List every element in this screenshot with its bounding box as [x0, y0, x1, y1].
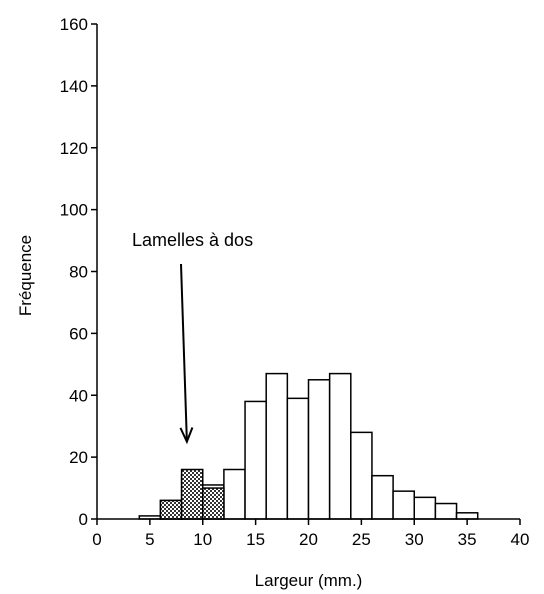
hatched-bars [159, 468, 225, 520]
x-axis-label: Largeur (mm.) [255, 571, 363, 590]
y-tick-label-60: 60 [69, 324, 88, 343]
y-tick-label-20: 20 [69, 448, 88, 467]
bar-27 [371, 474, 394, 520]
bar-21 [307, 379, 331, 520]
hatched-bar-7 [159, 499, 183, 520]
hatched-bar-9 [180, 468, 204, 520]
bar-15 [244, 400, 267, 520]
bar-33 [434, 502, 458, 520]
y-axis-label: Fréquence [16, 235, 35, 316]
x-tick-label-5: 5 [145, 530, 154, 549]
x-tick-label-15: 15 [246, 530, 265, 549]
y-tick-label-140: 140 [60, 77, 88, 96]
bar-31 [413, 496, 437, 520]
x-tick-label-25: 25 [352, 530, 371, 549]
y-tick-label-120: 120 [60, 139, 88, 158]
x-tick-label-20: 20 [299, 530, 318, 549]
x-tick-label-35: 35 [458, 530, 477, 549]
y-tick-label-100: 100 [60, 201, 88, 220]
x-tick-label-10: 10 [193, 530, 212, 549]
hatched-bar-11 [202, 487, 225, 520]
bar-23 [328, 372, 352, 520]
x-tick-label-40: 40 [511, 530, 530, 549]
bar-29 [392, 490, 416, 520]
annotations: Lamelles à dos [132, 230, 253, 445]
y-tick-label-40: 40 [69, 386, 88, 405]
ticks: 0 20 40 60 80 100 120 140 160 0 5 10 15 20 25 30 35 40 [60, 15, 530, 549]
annotation-arrow-head [179, 427, 194, 445]
x-tick-label-30: 30 [405, 530, 424, 549]
bar-17 [265, 372, 289, 520]
x-tick-label-0: 0 [92, 530, 101, 549]
bar-35 [455, 512, 479, 520]
y-tick-label-80: 80 [69, 263, 88, 282]
annotation-label: Lamelles à dos [132, 230, 253, 250]
bar-19 [286, 397, 310, 520]
y-tick-label-160: 160 [60, 15, 88, 34]
y-tick-label-0: 0 [79, 510, 88, 529]
bar-25 [350, 431, 373, 520]
annotation-arrow-shaft [180, 263, 188, 442]
bar-13 [223, 468, 246, 520]
